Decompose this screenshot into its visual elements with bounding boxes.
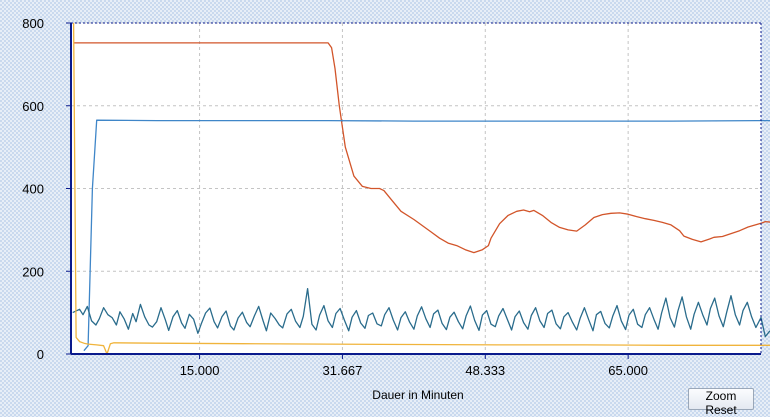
x-tick-label: 31.667	[323, 363, 363, 378]
x-axis-title: Dauer in Minuten	[372, 388, 463, 402]
x-tick-label: 48.333	[465, 363, 505, 378]
y-tick-label: 800	[22, 16, 44, 31]
series-line-3	[72, 287, 770, 338]
y-tick-label: 400	[22, 182, 44, 197]
axes	[66, 22, 762, 359]
tick-labels: 0 200 400 600 800 15.000 31.667 48.333 65.000	[22, 16, 648, 378]
zoom-reset-button[interactable]: Zoom Reset	[688, 388, 754, 417]
series-line-4	[72, 22, 770, 355]
x-tick-label: 65.000	[608, 363, 648, 378]
x-tick-label: 15.000	[180, 363, 220, 378]
series-line-1	[73, 42, 770, 254]
y-tick-label: 0	[37, 347, 44, 362]
y-tick-label: 200	[22, 264, 44, 279]
series-line-2	[83, 119, 770, 352]
series-group	[72, 22, 770, 355]
y-tick-label: 600	[22, 99, 44, 114]
